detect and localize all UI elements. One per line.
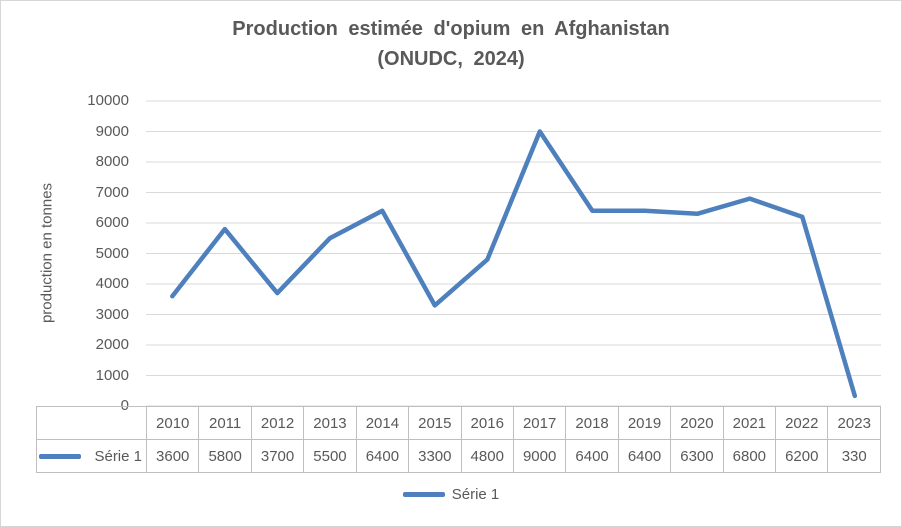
value-cell: 5800 [198,439,252,473]
chart-title-line2: (ONUDC, 2024) [377,48,525,70]
y-tick-label: 2000 [95,336,129,353]
year-cell: 2019 [617,406,672,440]
legend-label: Série 1 [451,485,500,503]
table-row-series: Série 1 3600 5800 3700 5500 6400 3300 4800 9000 6… [36,439,881,473]
series-name-label: Série 1 [94,447,142,465]
chart-legend: Série 1 [1,483,901,505]
year-cell: 2023 [827,406,881,440]
year-cell: 2018 [565,406,619,440]
series-key-icon [402,491,445,497]
y-tick-label: 5000 [95,244,129,262]
series-header-cell: Série 1 [36,439,147,473]
year-cell: 2012 [250,406,305,440]
y-tick-label: 3000 [95,305,129,323]
value-cell: 6800 [722,439,777,473]
value-cell: 6400 [355,439,410,473]
y-tick-label: 7000 [95,183,129,201]
chart-title-line1: Production estimée d'opium en Afghanista… [232,18,670,40]
y-tick-label: 0 [120,397,129,414]
chart-data-table: 2010 2011 2012 2013 2014 2015 2016 2017 2018 2019… [36,406,881,473]
value-cell: 6400 [617,439,672,473]
value-cell: 5500 [303,439,357,473]
value-cell: 9000 [512,439,567,473]
table-row-years: 2010 2011 2012 2013 2014 2015 2016 2017 2018 2019… [36,406,881,440]
year-cell: 2017 [512,406,567,440]
series-line [170,129,858,399]
y-tick-label: 10000 [87,92,129,109]
value-cell: 3700 [250,439,305,473]
series-key-icon [39,453,81,459]
year-cell: 2020 [670,406,724,440]
value-cell: 6300 [670,439,724,473]
value-cell: 6400 [565,439,619,473]
y-tick-label: 4000 [95,275,129,292]
chart-title: Production estimée d'opium en Afghanista… [1,14,901,74]
y-axis-tick-labels: 0 1000 2000 3000 4000 5000 6000 7000 8000 9000 100… [41,1,129,421]
y-tick-label: 6000 [95,214,129,231]
year-cell: 2011 [198,406,252,440]
year-cell: 2015 [408,406,462,440]
table-corner-cell [36,406,147,440]
y-tick-label: 1000 [95,366,129,384]
value-cell: 330 [827,439,881,473]
value-cell: 6200 [775,439,829,473]
y-tick-label: 8000 [95,153,129,170]
value-cell: 3600 [145,439,200,473]
year-cell: 2021 [722,406,777,440]
year-cell: 2010 [145,406,200,440]
year-cell: 2016 [460,406,514,440]
year-cell: 2022 [775,406,829,440]
year-cell: 2013 [303,406,357,440]
year-cell: 2014 [355,406,410,440]
y-tick-label: 9000 [95,122,129,140]
value-cell: 4800 [460,439,514,473]
value-cell: 3300 [408,439,462,473]
